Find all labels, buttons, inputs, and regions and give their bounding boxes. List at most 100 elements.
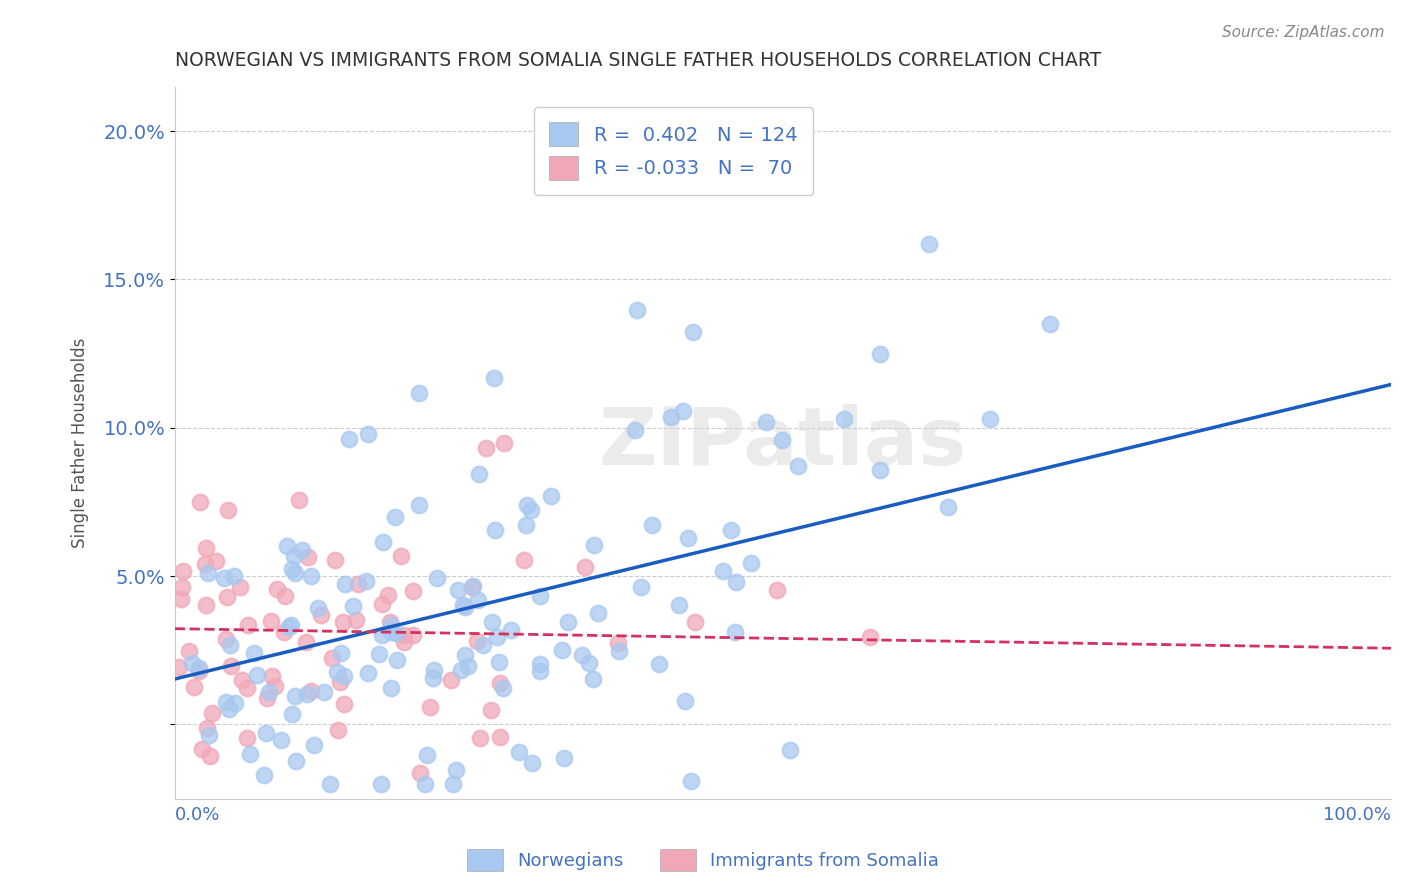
Point bbox=[979, 412, 1001, 426]
Point bbox=[329, 646, 352, 660]
Point bbox=[264, 680, 287, 694]
Point bbox=[936, 500, 959, 515]
Point bbox=[1039, 317, 1062, 331]
Point bbox=[172, 564, 194, 578]
Point bbox=[489, 676, 512, 690]
Point bbox=[384, 510, 406, 524]
Point bbox=[325, 665, 347, 680]
Point bbox=[195, 541, 218, 555]
Point bbox=[641, 518, 664, 533]
Point bbox=[582, 538, 605, 552]
Point bbox=[426, 571, 449, 585]
Point bbox=[682, 325, 704, 339]
Point bbox=[326, 723, 349, 737]
Point bbox=[299, 684, 322, 698]
Point bbox=[486, 631, 509, 645]
Point bbox=[492, 681, 515, 695]
Point bbox=[224, 568, 246, 582]
Point bbox=[740, 556, 762, 570]
Point bbox=[197, 566, 219, 580]
Point bbox=[371, 628, 394, 642]
Point bbox=[647, 657, 669, 672]
Point bbox=[266, 582, 288, 596]
Point bbox=[512, 553, 534, 567]
Point bbox=[332, 697, 354, 711]
Point bbox=[725, 574, 748, 589]
Point bbox=[224, 696, 246, 710]
Point bbox=[724, 625, 747, 640]
Point bbox=[859, 630, 882, 644]
Text: NORWEGIAN VS IMMIGRANTS FROM SOMALIA SINGLE FATHER HOUSEHOLDS CORRELATION CHART: NORWEGIAN VS IMMIGRANTS FROM SOMALIA SIN… bbox=[174, 51, 1101, 70]
Point bbox=[246, 667, 269, 681]
Point bbox=[295, 687, 318, 701]
Point bbox=[551, 642, 574, 657]
Point bbox=[422, 672, 444, 686]
Point bbox=[285, 754, 308, 768]
Point bbox=[461, 580, 484, 594]
Point bbox=[188, 661, 211, 675]
Point bbox=[488, 656, 510, 670]
Point bbox=[231, 673, 253, 688]
Point bbox=[519, 502, 541, 516]
Point bbox=[205, 554, 228, 568]
Point bbox=[402, 583, 425, 598]
Point bbox=[571, 648, 593, 662]
Point bbox=[415, 747, 437, 762]
Point bbox=[770, 433, 793, 447]
Point bbox=[212, 571, 235, 585]
Point bbox=[484, 523, 506, 537]
Point bbox=[444, 763, 467, 777]
Point bbox=[529, 657, 551, 672]
Point bbox=[499, 623, 522, 637]
Point bbox=[323, 553, 346, 567]
Point bbox=[329, 674, 352, 689]
Point bbox=[219, 658, 242, 673]
Point bbox=[257, 685, 280, 699]
Point bbox=[786, 459, 808, 474]
Point bbox=[422, 663, 444, 677]
Point bbox=[377, 588, 399, 602]
Point bbox=[672, 404, 695, 418]
Point bbox=[450, 663, 472, 677]
Point bbox=[280, 618, 302, 632]
Point bbox=[215, 590, 238, 604]
Point bbox=[333, 669, 356, 683]
Point bbox=[578, 657, 600, 671]
Point bbox=[198, 728, 221, 742]
Point bbox=[508, 745, 530, 759]
Point bbox=[177, 644, 200, 658]
Point bbox=[344, 613, 367, 627]
Point bbox=[482, 371, 505, 385]
Point bbox=[529, 665, 551, 679]
Point bbox=[408, 386, 430, 401]
Point bbox=[676, 532, 699, 546]
Point bbox=[392, 634, 415, 648]
Point bbox=[371, 597, 394, 611]
Point bbox=[451, 598, 474, 612]
Point bbox=[256, 690, 278, 705]
Point bbox=[299, 569, 322, 583]
Point bbox=[195, 721, 218, 735]
Point bbox=[335, 577, 357, 591]
Point bbox=[832, 412, 855, 426]
Point bbox=[626, 303, 648, 318]
Point bbox=[274, 589, 297, 603]
Point bbox=[683, 615, 706, 630]
Point bbox=[447, 583, 470, 598]
Point bbox=[467, 592, 489, 607]
Point bbox=[371, 535, 394, 549]
Point bbox=[630, 580, 652, 594]
Point bbox=[273, 625, 295, 640]
Point bbox=[280, 562, 302, 576]
Point bbox=[461, 578, 484, 592]
Point bbox=[516, 498, 538, 512]
Point bbox=[191, 742, 214, 756]
Point bbox=[319, 777, 342, 791]
Point bbox=[252, 768, 274, 782]
Point bbox=[380, 625, 402, 640]
Point bbox=[392, 627, 415, 641]
Point bbox=[297, 549, 319, 564]
Point bbox=[193, 557, 215, 571]
Point bbox=[188, 665, 211, 679]
Point bbox=[755, 415, 778, 429]
